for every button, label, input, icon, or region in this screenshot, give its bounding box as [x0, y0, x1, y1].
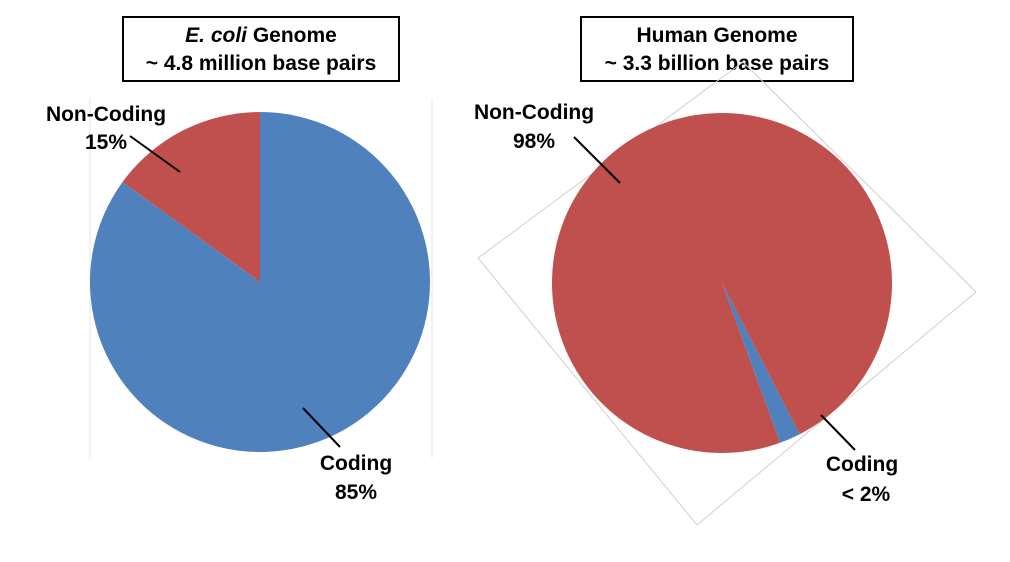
human-coding-leader-line	[820, 414, 856, 451]
human-noncoding-leader-line	[573, 136, 621, 184]
ecoli-noncoding-leader-line	[129, 135, 181, 173]
human-subtitle: ~ 3.3 billion base pairs	[604, 52, 830, 75]
human-noncoding-value: 98%	[513, 130, 555, 153]
ecoli-subtitle: ~ 4.8 million base pairs	[145, 52, 377, 75]
human-title-box: Human Genome ~ 3.3 billion base pairs	[580, 16, 854, 82]
ecoli-title-rest: Genome	[247, 24, 337, 47]
ecoli-title-box: E. coli Genome ~ 4.8 million base pairs	[122, 16, 400, 82]
ecoli-pie	[90, 112, 431, 452]
human-coding-value: < 2%	[842, 483, 891, 506]
human-title: Human Genome	[636, 24, 798, 47]
ecoli-coding-value: 85%	[335, 481, 377, 504]
human-pie	[551, 113, 892, 454]
human-rotated-frame	[477, 61, 977, 526]
human-coding-label: Coding	[826, 453, 898, 476]
ecoli-title: E. coli Genome	[124, 22, 398, 50]
ecoli-noncoding-value: 15%	[85, 131, 127, 154]
ecoli-slice-coding	[90, 112, 431, 452]
human-slice-coding	[722, 283, 800, 443]
ecoli-title-italic: E. coli	[185, 24, 247, 47]
human-slice-non-coding	[551, 113, 892, 454]
ecoli-noncoding-label: Non-Coding	[46, 103, 166, 126]
human-noncoding-label: Non-Coding	[474, 101, 594, 124]
ecoli-coding-label: Coding	[320, 452, 392, 475]
ecoli-coding-leader-line	[302, 407, 341, 448]
